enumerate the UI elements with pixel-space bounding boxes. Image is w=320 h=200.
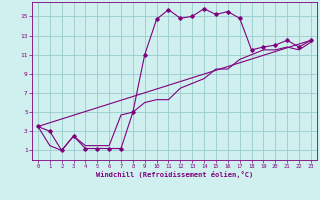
X-axis label: Windchill (Refroidissement éolien,°C): Windchill (Refroidissement éolien,°C)	[96, 171, 253, 178]
